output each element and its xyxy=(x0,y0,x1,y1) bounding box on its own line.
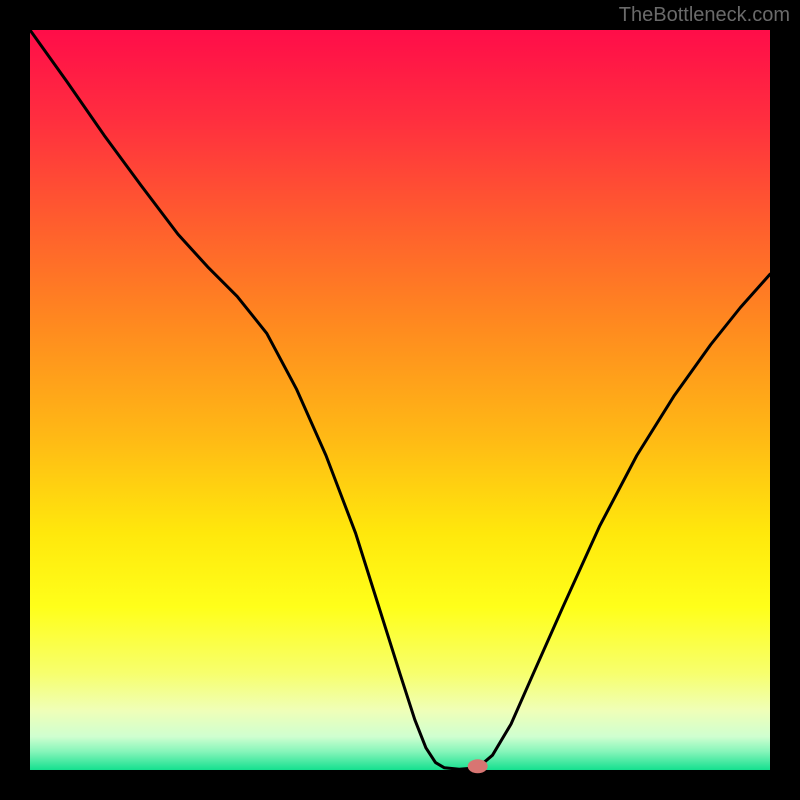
watermark-label: TheBottleneck.com xyxy=(619,4,790,27)
plot-area xyxy=(30,30,770,770)
bottleneck-chart xyxy=(0,0,800,800)
minimum-marker xyxy=(468,759,488,773)
